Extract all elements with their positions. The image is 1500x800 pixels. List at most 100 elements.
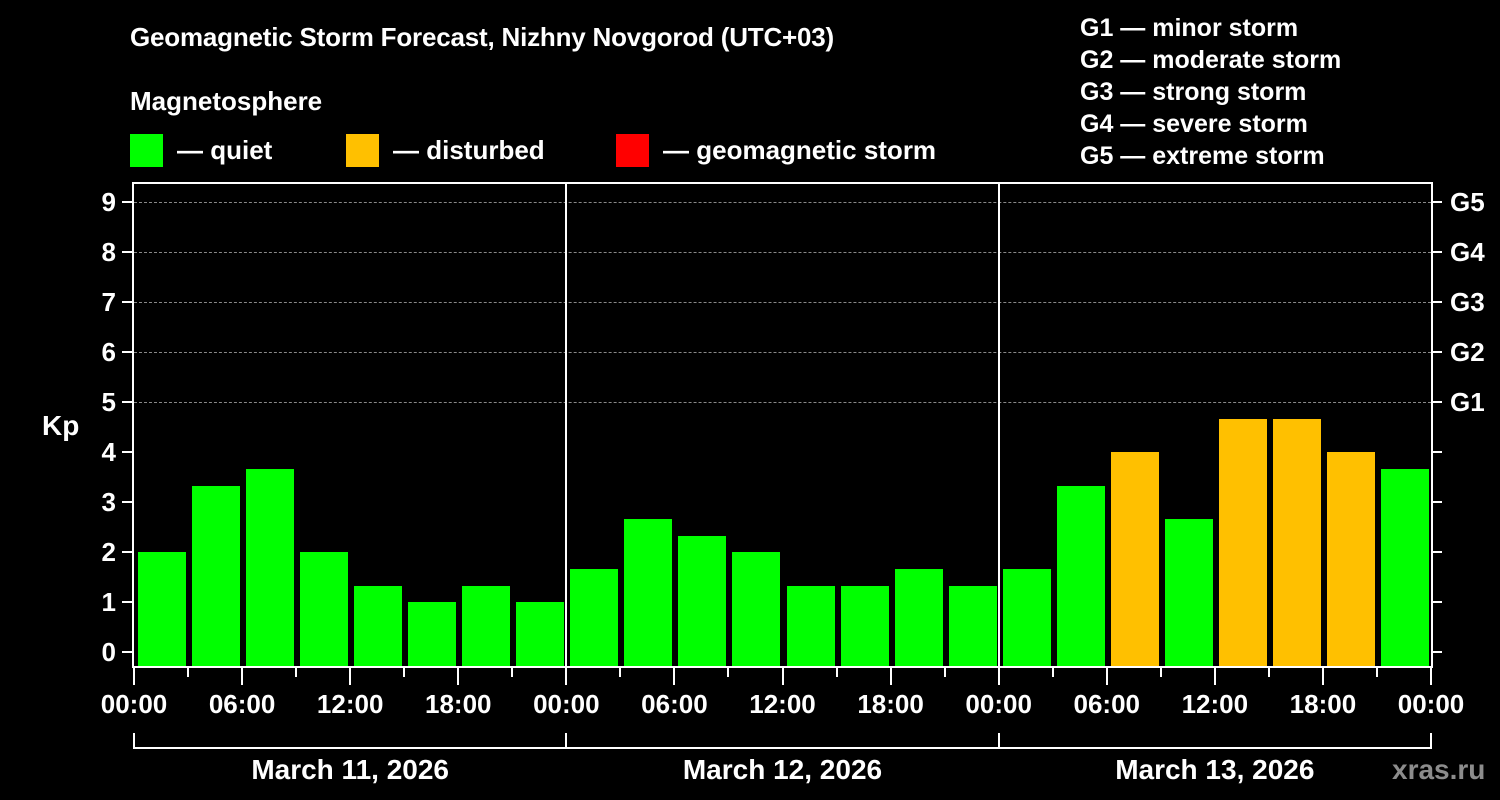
x-tick-minor bbox=[187, 668, 190, 677]
x-tick-minor bbox=[1267, 668, 1270, 677]
x-tick-minor bbox=[943, 668, 946, 677]
x-tick-minor bbox=[619, 668, 622, 677]
g-level-label: G5 bbox=[1450, 187, 1485, 217]
x-tick-major bbox=[133, 668, 135, 685]
y-tick bbox=[122, 651, 132, 653]
g-scale-legend: G1 — minor storm G2 — moderate storm G3 … bbox=[1080, 12, 1341, 172]
x-tick-major bbox=[241, 668, 244, 685]
x-tick-label: 00:00 bbox=[1397, 689, 1465, 719]
gridline bbox=[134, 302, 1431, 303]
x-tick-label: 06:00 bbox=[641, 689, 708, 719]
chart-title: Geomagnetic Storm Forecast, Nizhny Novgo… bbox=[130, 22, 834, 52]
gridline bbox=[134, 252, 1431, 253]
x-tick-minor bbox=[403, 668, 406, 677]
x-tick-major bbox=[349, 668, 352, 685]
day-label: March 13, 2026 bbox=[1115, 754, 1315, 785]
x-tick-major bbox=[565, 668, 568, 685]
g-level-label: G3 bbox=[1450, 287, 1485, 317]
legend-label: — disturbed bbox=[393, 135, 545, 165]
day-bracket-end bbox=[997, 733, 1000, 749]
y-tick-right bbox=[1433, 251, 1442, 253]
y-tick-right bbox=[1433, 201, 1442, 203]
x-tick-label: 12:00 bbox=[316, 689, 384, 719]
bar-disturbed bbox=[1326, 452, 1375, 667]
g-legend-row: G2 — moderate storm bbox=[1080, 46, 1342, 74]
gridline bbox=[134, 402, 1431, 403]
x-tick-major bbox=[1321, 668, 1324, 685]
g-level-label: G1 bbox=[1450, 387, 1485, 417]
quiet-swatch-icon bbox=[130, 134, 163, 167]
day-separator bbox=[997, 182, 1000, 668]
bar-disturbed bbox=[1218, 418, 1267, 667]
y-tick-right bbox=[1433, 551, 1442, 553]
x-tick-major bbox=[457, 668, 460, 685]
bar-quiet bbox=[1164, 518, 1213, 667]
day-label: March 11, 2026 bbox=[251, 754, 450, 785]
x-tick-label: 06:00 bbox=[1073, 689, 1141, 719]
y-tick bbox=[122, 601, 132, 603]
y-tick-label: 8 bbox=[101, 237, 116, 267]
bar-quiet bbox=[138, 552, 187, 667]
y-tick-label: 3 bbox=[101, 487, 116, 517]
y-axis-label: Kp bbox=[42, 410, 80, 441]
y-tick bbox=[122, 251, 132, 253]
bar-quiet bbox=[354, 585, 403, 667]
y-tick bbox=[122, 501, 132, 503]
x-tick-minor bbox=[1159, 668, 1162, 677]
g-legend-row: G3 — strong storm bbox=[1080, 78, 1307, 106]
bar-disturbed bbox=[1272, 418, 1321, 667]
bar-quiet bbox=[300, 552, 349, 667]
legend-disturbed: — disturbed bbox=[346, 134, 545, 167]
y-tick bbox=[122, 351, 132, 353]
y-tick-label: 4 bbox=[101, 437, 116, 467]
y-tick-right bbox=[1433, 351, 1442, 353]
bar-quiet bbox=[516, 602, 565, 667]
plot-area bbox=[132, 182, 1433, 668]
gridline bbox=[134, 202, 1431, 203]
y-tick bbox=[122, 301, 132, 303]
x-tick-minor bbox=[727, 668, 730, 677]
y-tick-right bbox=[1433, 301, 1442, 303]
day-bracket bbox=[565, 747, 1000, 749]
x-tick-major bbox=[1105, 668, 1108, 685]
x-tick-label: 18:00 bbox=[857, 689, 924, 719]
y-tick-label: 5 bbox=[101, 387, 116, 417]
x-tick-major bbox=[997, 668, 1000, 685]
bar-quiet bbox=[246, 468, 295, 667]
bar-quiet bbox=[948, 585, 997, 667]
x-tick-label: 00:00 bbox=[533, 689, 600, 719]
y-tick bbox=[122, 201, 132, 203]
bar-quiet bbox=[1002, 568, 1051, 667]
x-tick-major bbox=[673, 668, 676, 685]
x-tick-label: 12:00 bbox=[1181, 689, 1249, 719]
legend-quiet: — quiet bbox=[130, 134, 272, 167]
day-bracket-end bbox=[1430, 733, 1432, 749]
x-tick-major bbox=[1430, 668, 1432, 685]
g-legend-row: G4 — severe storm bbox=[1080, 110, 1308, 138]
bar-quiet bbox=[786, 585, 835, 667]
disturbed-swatch-icon bbox=[346, 134, 379, 167]
day-separator bbox=[565, 182, 568, 668]
x-tick-minor bbox=[1051, 668, 1054, 677]
legend-label: — geomagnetic storm bbox=[663, 135, 937, 165]
bar-quiet bbox=[462, 585, 511, 667]
g-level-label: G2 bbox=[1450, 337, 1485, 367]
x-tick-minor bbox=[295, 668, 298, 677]
legend-storm: — geomagnetic storm bbox=[616, 134, 936, 167]
bar-quiet bbox=[192, 485, 241, 667]
x-tick-label: 00:00 bbox=[965, 689, 1032, 719]
day-bracket bbox=[133, 747, 568, 749]
day-bracket-end bbox=[565, 733, 568, 749]
bar-quiet bbox=[570, 568, 619, 667]
g-legend-row: G5 — extreme storm bbox=[1080, 142, 1325, 170]
bar-quiet bbox=[1380, 468, 1429, 667]
bar-quiet bbox=[840, 585, 889, 667]
y-tick-right bbox=[1433, 651, 1442, 653]
storm-swatch-icon bbox=[616, 134, 649, 167]
y-tick-label: 1 bbox=[101, 587, 116, 617]
x-tick-minor bbox=[835, 668, 838, 677]
y-tick-right bbox=[1433, 401, 1442, 403]
x-tick-major bbox=[889, 668, 892, 685]
bar-quiet bbox=[678, 535, 727, 667]
bar-quiet bbox=[624, 518, 673, 667]
